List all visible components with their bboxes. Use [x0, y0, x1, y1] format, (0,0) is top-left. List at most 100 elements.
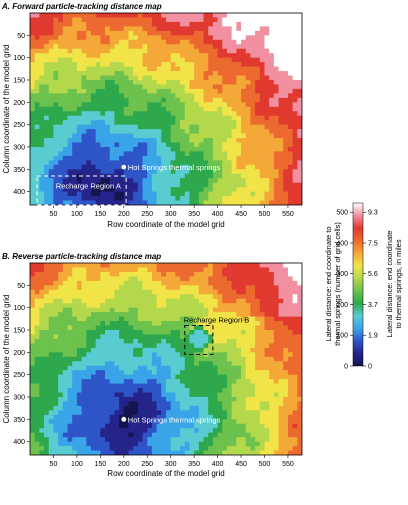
heatmap-cell — [273, 325, 279, 331]
heatmap-cell — [170, 289, 176, 295]
heatmap-cell — [109, 370, 115, 376]
heatmap-cell — [287, 356, 294, 362]
heatmap-cell — [231, 303, 237, 309]
heatmap-cell — [217, 164, 223, 170]
heatmap-cell — [67, 419, 73, 425]
heatmap-cell — [259, 361, 265, 367]
heatmap-cell — [133, 115, 139, 121]
heatmap-cell — [119, 142, 125, 148]
heatmap-cell — [151, 334, 158, 340]
heatmap-cell — [278, 75, 284, 81]
heatmap-cell — [222, 401, 228, 407]
heatmap-cell — [203, 151, 209, 157]
heatmap-cell — [245, 191, 251, 197]
heatmap-cell — [283, 343, 289, 349]
heatmap-cell — [48, 13, 54, 18]
heatmap-cell — [297, 13, 302, 18]
heatmap-cell — [292, 182, 298, 188]
heatmap-cell — [72, 17, 78, 23]
heatmap-cell — [133, 164, 139, 170]
heatmap-cell — [245, 396, 251, 402]
heatmap-cell — [67, 437, 73, 443]
heatmap-cell — [222, 347, 228, 353]
heatmap-cell — [133, 347, 139, 353]
heatmap-cell — [53, 414, 59, 420]
heatmap-cell — [133, 307, 139, 313]
heatmap-cell — [287, 88, 294, 94]
heatmap-cell — [34, 267, 40, 273]
heatmap-cell — [212, 79, 218, 85]
heatmap-cell — [278, 388, 284, 393]
heatmap-cell — [278, 26, 284, 32]
heatmap-cell — [203, 21, 209, 27]
heatmap-cell — [198, 276, 204, 282]
heatmap-cell — [53, 138, 59, 143]
heatmap-cell — [95, 289, 101, 295]
heatmap-cell — [166, 13, 172, 18]
heatmap-cell — [48, 79, 54, 85]
heatmap-cell — [44, 138, 50, 143]
heatmap-cell — [123, 169, 129, 175]
heatmap-cell — [39, 365, 45, 371]
heatmap-cell — [147, 401, 153, 407]
heatmap-cell — [273, 379, 279, 384]
heatmap-cell — [283, 365, 289, 371]
panel-a-title: A. Forward particle-tracking distance ma… — [1, 2, 162, 11]
heatmap-cell — [194, 79, 200, 85]
heatmap-cell — [208, 164, 214, 170]
heatmap-cell — [72, 321, 78, 326]
heatmap-cell — [292, 164, 298, 170]
heatmap-cell — [109, 35, 115, 41]
heatmap-cell — [142, 419, 148, 425]
heatmap-cell — [123, 142, 129, 148]
heatmap-cell — [90, 312, 97, 317]
heatmap-cell — [67, 329, 73, 335]
heatmap-cell — [76, 30, 82, 36]
heatmap-cell — [142, 365, 148, 371]
heatmap-cell — [236, 396, 242, 402]
heatmap-cell — [297, 115, 302, 121]
heatmap-cell — [212, 298, 218, 304]
heatmap-cell — [133, 370, 139, 376]
heatmap-cell — [292, 338, 298, 344]
heatmap-cell — [170, 200, 176, 205]
heatmap-cell — [241, 343, 247, 349]
heatmap-cell — [166, 178, 172, 184]
heatmap-cell — [81, 285, 87, 291]
heatmap-cell — [231, 294, 237, 300]
heatmap-cell — [34, 343, 40, 349]
heatmap-cell — [119, 428, 125, 434]
heatmap-cell — [283, 196, 289, 201]
heatmap-cell — [189, 450, 195, 455]
heatmap-cell — [184, 84, 190, 90]
heatmap-cell — [30, 392, 36, 398]
heatmap-cell — [86, 303, 92, 309]
heatmap-cell — [273, 329, 279, 335]
heatmap-cell — [142, 53, 148, 59]
heatmap-cell — [184, 146, 190, 152]
heatmap-cell — [283, 347, 289, 353]
heatmap-cell — [198, 392, 204, 398]
heatmap-cell — [245, 133, 251, 139]
heatmap-cell — [161, 298, 167, 304]
heatmap-cell — [226, 334, 233, 340]
heatmap-cell — [166, 26, 172, 32]
heatmap-cell — [255, 347, 261, 353]
heatmap-cell — [208, 97, 214, 103]
heatmap-cell — [212, 294, 218, 300]
heatmap-cell — [255, 307, 261, 313]
heatmap-cell — [212, 338, 218, 344]
heatmap-cell — [151, 325, 158, 331]
heatmap-cell — [203, 115, 209, 121]
heatmap-cell — [95, 423, 101, 429]
heatmap-cell — [109, 271, 115, 277]
heatmap-cell — [156, 276, 162, 282]
heatmap-cell — [161, 13, 167, 18]
heatmap-cell — [48, 191, 54, 197]
heatmap-cell — [297, 26, 302, 32]
heatmap-cell — [212, 84, 218, 90]
heatmap-cell — [95, 160, 101, 166]
heatmap-cell — [67, 200, 73, 205]
heatmap-cell — [292, 191, 298, 197]
